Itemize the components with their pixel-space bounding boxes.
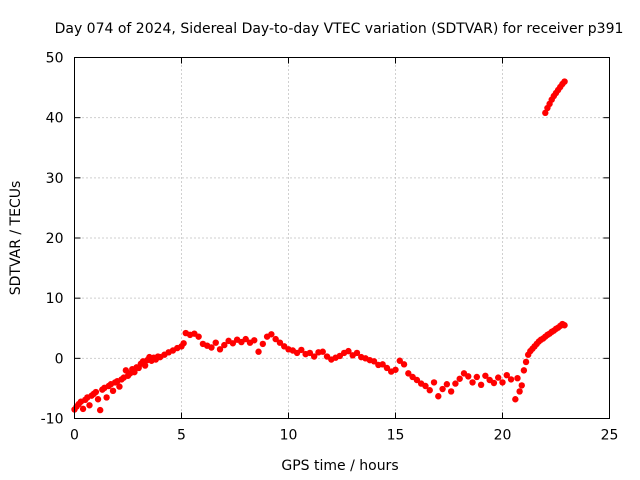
x-axis-label: GPS time / hours bbox=[281, 458, 398, 474]
x-tick-label: 25 bbox=[601, 428, 619, 444]
data-point bbox=[495, 374, 502, 381]
data-point bbox=[353, 349, 361, 357]
data-point bbox=[396, 357, 403, 364]
data-point bbox=[516, 388, 523, 395]
data-point bbox=[413, 376, 421, 384]
chart-title: Day 074 of 2024, Sidereal Day-to-day VTE… bbox=[55, 21, 624, 37]
data-point bbox=[229, 340, 237, 347]
y-tick-label: 20 bbox=[46, 231, 64, 247]
data-point bbox=[103, 394, 110, 401]
data-point bbox=[79, 405, 87, 413]
data-point bbox=[383, 364, 391, 372]
x-tick-label: 15 bbox=[387, 428, 405, 444]
data-point bbox=[255, 348, 262, 355]
data-point bbox=[345, 347, 352, 355]
data-point bbox=[298, 346, 305, 354]
data-point bbox=[306, 349, 314, 357]
data-point bbox=[216, 346, 224, 353]
data-point bbox=[452, 380, 459, 387]
y-axis-label: SDTVAR / TECUs bbox=[8, 181, 24, 296]
data-point bbox=[96, 406, 104, 414]
data-point bbox=[116, 383, 123, 390]
series-sdtvar-late-segment bbox=[542, 78, 568, 117]
data-point bbox=[426, 387, 433, 394]
data-point bbox=[92, 388, 100, 396]
data-point bbox=[86, 402, 93, 409]
data-point bbox=[514, 374, 521, 382]
data-point bbox=[561, 322, 568, 329]
grid-lines bbox=[74, 57, 610, 419]
data-point bbox=[469, 379, 476, 386]
data-point bbox=[212, 339, 219, 346]
data-point bbox=[400, 361, 408, 368]
data-point bbox=[503, 371, 510, 379]
data-point bbox=[141, 362, 149, 369]
x-tick-label: 10 bbox=[280, 428, 298, 444]
data-point bbox=[443, 381, 451, 388]
data-point bbox=[319, 348, 326, 355]
data-point bbox=[512, 396, 519, 403]
data-point bbox=[276, 339, 284, 346]
y-tick-label: 30 bbox=[46, 171, 64, 187]
data-point bbox=[518, 382, 525, 389]
data-point bbox=[195, 333, 202, 340]
y-tick-label: 0 bbox=[55, 351, 64, 367]
data-point bbox=[522, 358, 530, 366]
data-point bbox=[94, 396, 102, 403]
data-point bbox=[542, 109, 549, 117]
series-sdtvar-main bbox=[71, 320, 568, 414]
data-point bbox=[180, 340, 187, 347]
data-point bbox=[490, 379, 498, 387]
data-point bbox=[507, 376, 515, 383]
data-point bbox=[268, 331, 275, 338]
data-point bbox=[477, 381, 485, 389]
data-point bbox=[422, 382, 429, 390]
x-tick-label: 20 bbox=[494, 428, 512, 444]
data-point bbox=[259, 340, 267, 348]
data-points bbox=[71, 78, 568, 414]
data-point bbox=[131, 368, 138, 376]
data-point bbox=[221, 341, 228, 349]
data-point bbox=[499, 379, 506, 386]
axis-ticks: 0 5 10 15 20 25 -10 0 10 20 30 40 50 bbox=[41, 51, 619, 444]
data-point bbox=[439, 385, 446, 393]
data-point bbox=[465, 373, 472, 380]
data-point bbox=[447, 388, 455, 395]
y-tick-label: 40 bbox=[46, 111, 64, 127]
data-point bbox=[242, 335, 249, 343]
data-point bbox=[310, 353, 318, 360]
data-point bbox=[456, 375, 463, 382]
data-point bbox=[405, 370, 412, 377]
y-tick-label: 10 bbox=[46, 291, 64, 307]
data-point bbox=[392, 366, 399, 373]
data-point bbox=[272, 335, 279, 343]
y-tick-label: -10 bbox=[41, 412, 64, 428]
data-point bbox=[109, 387, 117, 395]
data-point bbox=[251, 337, 258, 344]
data-point bbox=[208, 344, 215, 351]
data-point bbox=[435, 393, 442, 400]
x-tick-label: 5 bbox=[177, 428, 186, 444]
data-point bbox=[561, 78, 568, 85]
data-point bbox=[430, 379, 438, 386]
data-point bbox=[379, 361, 386, 368]
y-tick-label: 50 bbox=[46, 51, 64, 67]
x-tick-label: 0 bbox=[70, 428, 79, 444]
data-point bbox=[520, 367, 528, 374]
data-point bbox=[473, 373, 481, 381]
data-point bbox=[370, 358, 378, 365]
data-point bbox=[482, 372, 489, 379]
